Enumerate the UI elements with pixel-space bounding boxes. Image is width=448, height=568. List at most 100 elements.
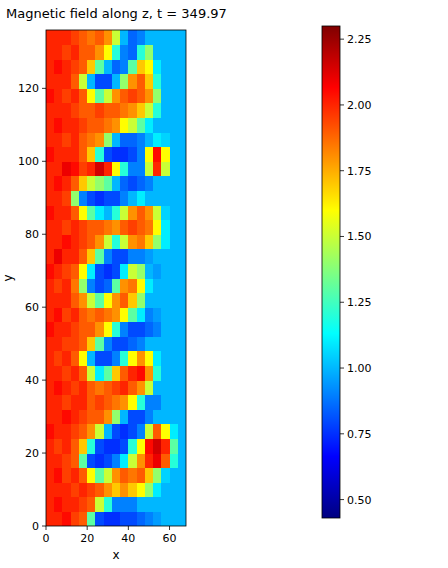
cell <box>71 336 80 351</box>
cell <box>112 249 121 264</box>
cell <box>95 234 104 249</box>
cell <box>95 307 104 322</box>
cell <box>161 366 170 381</box>
cell <box>71 249 80 264</box>
cell <box>71 497 80 512</box>
cell <box>153 30 162 45</box>
cell <box>104 190 113 205</box>
cell <box>71 88 80 103</box>
cell <box>79 482 88 497</box>
cell <box>95 482 104 497</box>
cell <box>120 234 129 249</box>
cell <box>79 453 88 468</box>
cell <box>170 132 179 147</box>
cell <box>46 278 55 293</box>
cell <box>170 30 179 45</box>
cell <box>153 88 162 103</box>
cell <box>71 351 80 366</box>
cell <box>79 497 88 512</box>
cell <box>137 74 146 89</box>
cell <box>79 220 88 235</box>
cell <box>54 336 63 351</box>
cell <box>46 118 55 133</box>
cell <box>87 132 96 147</box>
y-tick <box>42 234 46 235</box>
cell <box>87 147 96 162</box>
cell <box>112 438 121 453</box>
cell <box>71 380 80 395</box>
cell <box>153 351 162 366</box>
cell <box>145 511 154 526</box>
cell <box>104 409 113 424</box>
cell <box>87 322 96 337</box>
cell <box>87 307 96 322</box>
cell <box>120 351 129 366</box>
cell <box>104 438 113 453</box>
cell <box>79 366 88 381</box>
cell <box>145 205 154 220</box>
cell <box>79 161 88 176</box>
cell <box>170 511 179 526</box>
cell <box>104 118 113 133</box>
cell <box>112 118 121 133</box>
cell <box>87 118 96 133</box>
cell <box>128 74 137 89</box>
cell <box>153 511 162 526</box>
cell <box>153 45 162 60</box>
cell <box>120 453 129 468</box>
cell <box>178 30 186 45</box>
cell <box>120 424 129 439</box>
cell <box>128 30 137 45</box>
cell <box>120 205 129 220</box>
plot-frame <box>46 30 186 526</box>
cell <box>145 497 154 512</box>
y-tick-label: 40 <box>25 374 39 387</box>
x-axis-label: x <box>112 548 119 562</box>
cell <box>79 322 88 337</box>
cell <box>112 293 121 308</box>
cell <box>54 482 63 497</box>
cell <box>112 190 121 205</box>
cell <box>95 132 104 147</box>
cell <box>120 409 129 424</box>
colorbar-tick-label: 1.75 <box>347 165 372 178</box>
cell <box>112 220 121 235</box>
cell <box>178 482 186 497</box>
cell <box>153 395 162 410</box>
cell <box>112 205 121 220</box>
cell <box>170 190 179 205</box>
cell <box>54 351 63 366</box>
cell <box>95 45 104 60</box>
y-tick <box>42 453 46 454</box>
cell <box>79 103 88 118</box>
cell <box>46 307 55 322</box>
cell <box>46 468 55 483</box>
cell <box>46 336 55 351</box>
cell <box>104 74 113 89</box>
cell <box>137 293 146 308</box>
cell <box>112 176 121 191</box>
colorbar-tick <box>340 236 344 237</box>
cell <box>95 263 104 278</box>
cell <box>104 59 113 74</box>
cell <box>62 351 71 366</box>
cell <box>161 351 170 366</box>
cell <box>62 307 71 322</box>
cell <box>95 190 104 205</box>
cell <box>54 132 63 147</box>
cell <box>145 132 154 147</box>
colorbar <box>322 26 340 518</box>
cell <box>161 453 170 468</box>
cell <box>153 468 162 483</box>
cell <box>137 351 146 366</box>
cell <box>145 234 154 249</box>
cell <box>120 88 129 103</box>
cell <box>145 88 154 103</box>
cell <box>54 176 63 191</box>
cell <box>145 438 154 453</box>
cell <box>46 45 55 60</box>
cell <box>145 190 154 205</box>
cell <box>161 30 170 45</box>
cell <box>95 249 104 264</box>
cell <box>137 132 146 147</box>
